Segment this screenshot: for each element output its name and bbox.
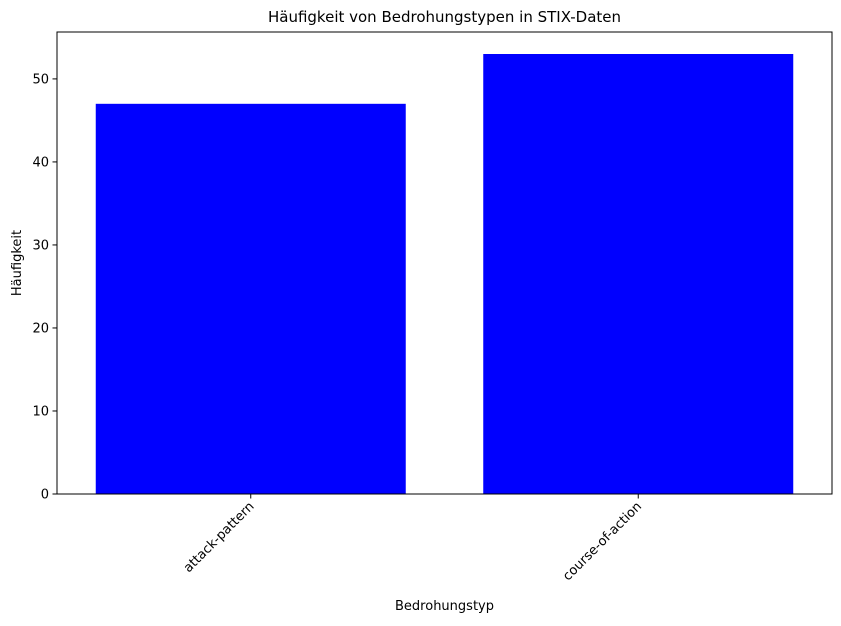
bar-course-of-action	[483, 54, 794, 494]
plot-frame	[56, 31, 833, 495]
y-tick-label: 10	[32, 404, 49, 419]
y-tick-label: 50	[32, 72, 49, 87]
y-axis-label: Häufigkeit	[10, 230, 25, 296]
x-tick-label: attack-pattern	[181, 499, 258, 576]
y-axis: 0 10 20 30 40 50	[32, 72, 57, 503]
y-tick-label: 40	[32, 155, 49, 170]
chart-title: Häufigkeit von Bedrohungstypen in STIX-D…	[268, 8, 621, 26]
bar-attack-pattern	[95, 103, 406, 495]
y-tick-label: 30	[32, 238, 49, 253]
x-tick-label: course-of-action	[560, 499, 645, 584]
y-tick-label: 0	[41, 488, 49, 503]
x-axis: attack-pattern course-of-action	[181, 494, 645, 584]
bars-layer	[95, 54, 794, 495]
x-axis-label: Bedrohungstyp	[395, 599, 494, 614]
y-tick-label: 20	[32, 321, 49, 336]
